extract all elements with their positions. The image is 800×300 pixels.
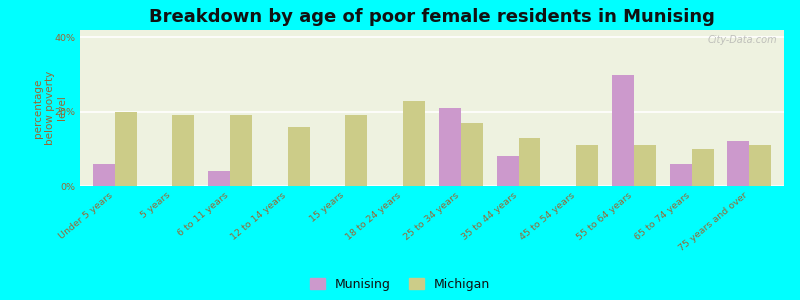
Bar: [208, 171, 230, 186]
Bar: [230, 116, 252, 186]
Bar: [576, 145, 598, 186]
Bar: [93, 164, 114, 186]
Bar: [346, 116, 367, 186]
Bar: [172, 116, 194, 186]
Bar: [114, 112, 137, 186]
Bar: [750, 145, 771, 186]
Bar: [670, 164, 692, 186]
Title: Breakdown by age of poor female residents in Munising: Breakdown by age of poor female resident…: [149, 8, 715, 26]
Bar: [461, 123, 482, 186]
Text: City-Data.com: City-Data.com: [707, 35, 777, 45]
Legend: Munising, Michigan: Munising, Michigan: [310, 278, 490, 291]
Bar: [403, 100, 425, 186]
Bar: [288, 127, 310, 186]
Bar: [518, 138, 541, 186]
Bar: [634, 145, 656, 186]
Bar: [497, 156, 518, 186]
Bar: [612, 75, 634, 186]
Bar: [439, 108, 461, 186]
Bar: [727, 141, 750, 186]
Bar: [692, 149, 714, 186]
Y-axis label: percentage
below poverty
level: percentage below poverty level: [34, 71, 66, 145]
